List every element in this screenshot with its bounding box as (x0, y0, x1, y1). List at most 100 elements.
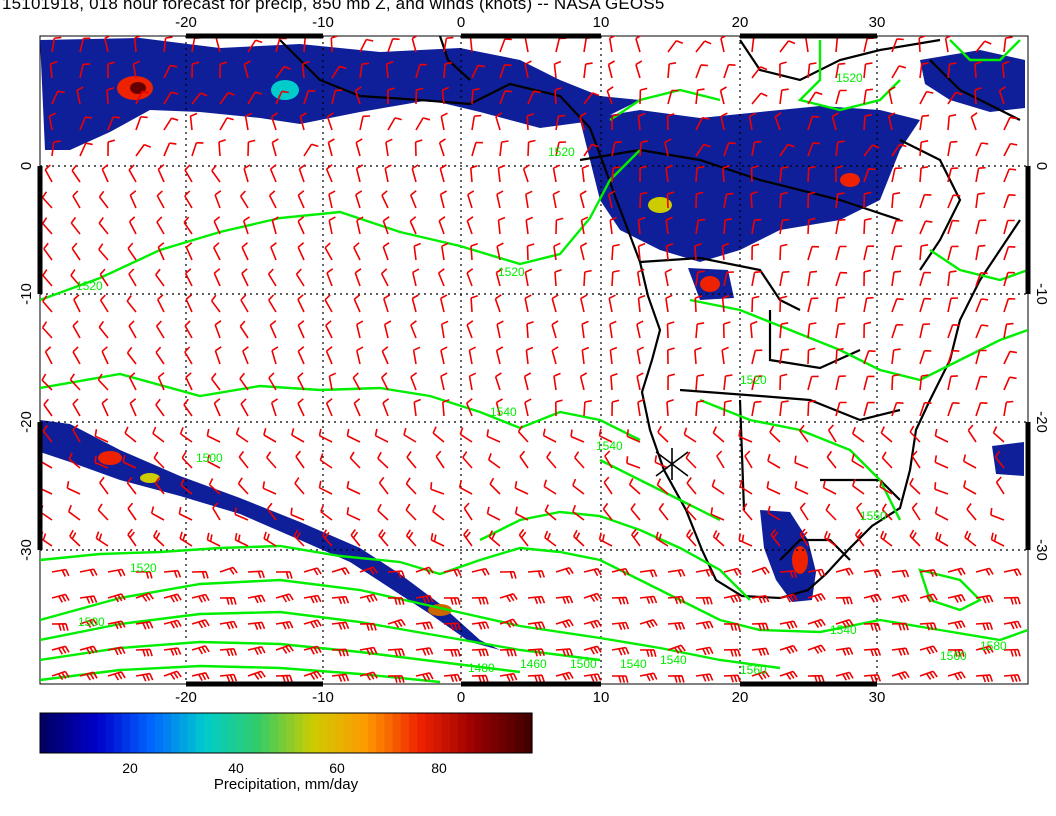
wind-barb (751, 140, 762, 157)
wind-barb (751, 349, 763, 365)
wind-barb (574, 451, 585, 469)
wind-barb (990, 532, 1005, 547)
wind-barb (975, 219, 987, 235)
lon-labels-bottom: -20 -10 0 10 20 30 (175, 689, 885, 706)
wind-barb (695, 116, 710, 131)
wind-barb (359, 38, 374, 53)
wind-barb (553, 60, 562, 79)
wind-barb (325, 320, 333, 339)
wind-barb (271, 138, 279, 157)
wind-barb (297, 216, 305, 235)
wind-barb (270, 398, 279, 417)
wind-barb (639, 191, 648, 209)
colorbar-cell (220, 713, 230, 753)
wind-barb (359, 671, 378, 681)
contour-label: 1520 (498, 265, 525, 279)
wind-barb (430, 532, 445, 547)
contour-labels: 1520 1520 1520 1540 1540 1520 1500 1500 … (76, 71, 1007, 677)
wind-barb (863, 350, 876, 365)
wind-barb (269, 164, 277, 183)
wind-barb (611, 399, 620, 417)
wind-barb (443, 61, 453, 79)
wind-barb (124, 426, 137, 443)
colorbar-cell (400, 713, 410, 753)
wind-barb (66, 481, 81, 495)
wind-barb (611, 596, 629, 605)
wind-barb (947, 194, 961, 209)
wind-barb (723, 399, 732, 417)
wind-barb (919, 593, 938, 603)
wind-barb (127, 242, 137, 261)
wind-barb (546, 451, 557, 469)
wind-barb (213, 216, 221, 235)
wind-barb (330, 36, 339, 53)
wind-barb (185, 372, 193, 391)
wind-barb (779, 143, 795, 157)
colorbar-ticks: 20 40 60 80 (122, 760, 447, 776)
wind-barb (807, 270, 818, 287)
wind-barb (303, 567, 322, 576)
wind-barb (695, 218, 706, 235)
wind-barb (99, 294, 109, 313)
wind-barb (863, 622, 881, 631)
wind-barb (583, 399, 592, 417)
wind-barb (608, 294, 616, 313)
wind-barb (723, 623, 741, 631)
wind-barb (183, 216, 193, 235)
wind-barb (494, 294, 502, 313)
wind-barb (269, 320, 277, 339)
wind-barb (374, 428, 389, 443)
wind-barb (69, 529, 81, 547)
wind-barb (163, 619, 182, 629)
wind-barb (155, 398, 165, 417)
wind-barb (975, 349, 987, 365)
wind-barb (581, 164, 590, 183)
wind-barb (410, 372, 418, 391)
wind-barb (79, 645, 98, 655)
wind-barb (831, 112, 839, 131)
wind-barb (465, 398, 473, 417)
lon-tick-label: -10 (312, 14, 334, 31)
wind-barb (79, 63, 91, 79)
precip-band-east-africa (920, 50, 1025, 112)
wind-barb (383, 320, 392, 339)
lon-tick-label: 10 (593, 689, 610, 706)
wind-barb (295, 268, 305, 287)
wind-barb (975, 40, 992, 53)
wind-barb (751, 594, 770, 604)
wind-barb (214, 346, 222, 365)
wind-barb (962, 454, 977, 469)
colorbar-cell (310, 713, 320, 753)
wind-barb (863, 88, 873, 105)
wind-barb (635, 60, 643, 79)
wind-barb (799, 424, 809, 443)
wind-barb (381, 346, 389, 365)
wind-barb (405, 477, 417, 495)
wind-barb (263, 427, 277, 443)
wind-barb (128, 164, 137, 183)
wind-barb (496, 190, 504, 209)
precip-core-5 (700, 276, 720, 292)
wind-barb (239, 372, 249, 391)
wind-barb (135, 621, 154, 630)
colorbar-cell (482, 713, 492, 753)
wind-barb (947, 620, 966, 630)
wind-barb (779, 218, 790, 235)
wind-barb (975, 166, 986, 183)
wind-barb (275, 644, 294, 654)
colorbar-cell (253, 713, 262, 753)
wind-barb (639, 649, 657, 657)
wind-barb (863, 245, 875, 261)
wind-barb (947, 402, 960, 417)
wind-barb (462, 451, 473, 469)
wind-barb (155, 268, 165, 287)
wind-barb (919, 166, 929, 183)
wind-barb (98, 190, 109, 209)
wind-barb (179, 427, 193, 443)
wind-barb (72, 424, 81, 443)
wind-barb (970, 112, 978, 131)
wind-barb (178, 506, 193, 521)
wind-barb (553, 372, 561, 391)
wind-barb (611, 567, 630, 576)
wind-barb (499, 140, 509, 157)
